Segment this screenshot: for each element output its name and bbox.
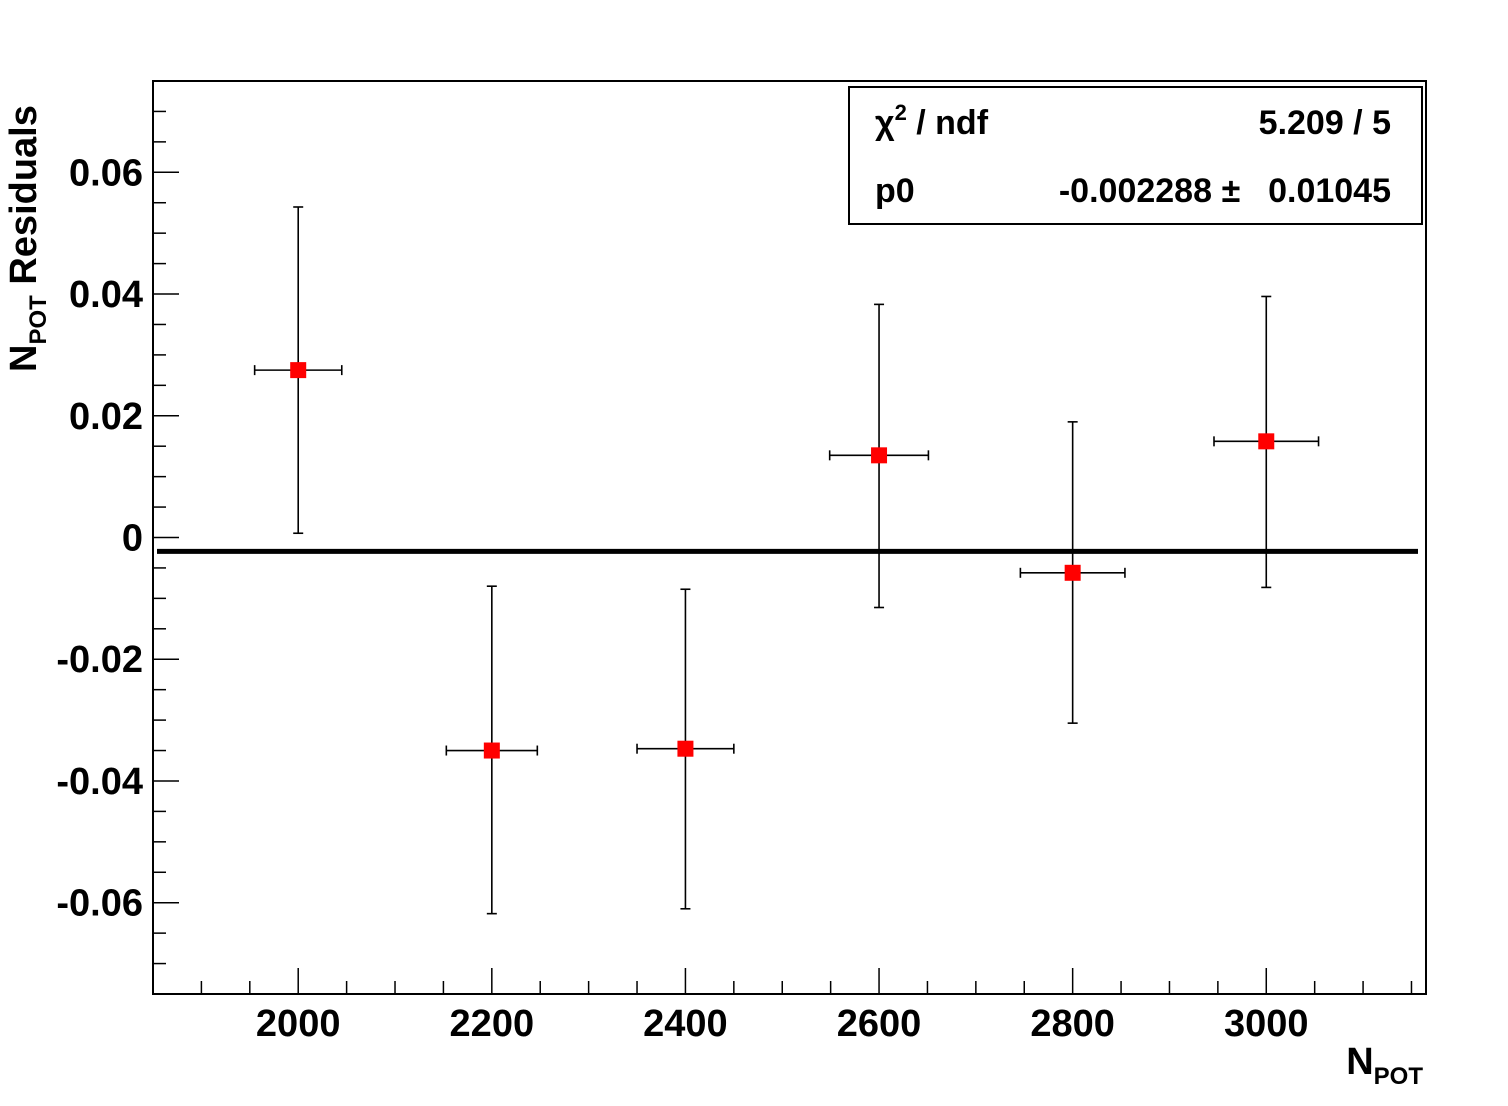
x-axis-title: NPOT — [1346, 1041, 1423, 1090]
y-tick-label: 0.02 — [69, 396, 143, 438]
data-marker — [290, 362, 307, 379]
data-point — [445, 585, 539, 915]
y-tick-label: -0.06 — [56, 883, 143, 925]
y-tick-label: 0.06 — [69, 152, 143, 194]
data-point — [1019, 421, 1126, 724]
x-tick-label: 2400 — [643, 1003, 728, 1045]
x-tick-label: 2200 — [450, 1003, 535, 1045]
data-marker — [1258, 433, 1275, 450]
stats-chi2-label: χ2 / ndf — [875, 100, 989, 142]
fit-stats-box: χ2 / ndf 5.209 / 5 p0 -0.002288 ± 0.0104… — [848, 86, 1423, 225]
stats-p0-value: -0.002288 — [1059, 172, 1212, 210]
data-point — [1213, 295, 1320, 589]
y-tick-label: -0.02 — [56, 639, 143, 681]
data-marker — [483, 742, 500, 759]
stats-box-frame — [848, 86, 1423, 225]
data-points-layer — [253, 206, 1320, 915]
y-tick-label: 0 — [122, 518, 143, 560]
data-point — [253, 206, 343, 535]
stats-p0-error: 0.01045 — [1268, 172, 1391, 210]
data-point — [636, 588, 735, 910]
stats-p0-label: p0 — [875, 172, 915, 210]
y-tick-label: -0.04 — [56, 761, 143, 803]
stats-chi2-value: 5.209 / 5 — [1259, 104, 1391, 142]
x-tick-label: 3000 — [1224, 1003, 1309, 1045]
data-marker — [1064, 564, 1081, 581]
axes-ticks: 2000 2200 2400 2600 2800 3000 -0.06 -0.04 -0.02 0… — [56, 110, 1413, 1045]
y-tick-label: 0.04 — [69, 274, 143, 316]
y-axis-title: NPOT Residuals — [3, 105, 52, 372]
x-tick-label: 2800 — [1030, 1003, 1115, 1045]
stats-p0-pm: ± — [1222, 172, 1241, 210]
x-tick-label: 2000 — [256, 1003, 341, 1045]
data-point — [828, 303, 930, 609]
data-marker — [677, 740, 694, 757]
data-marker — [871, 447, 888, 464]
x-tick-label: 2600 — [837, 1003, 922, 1045]
